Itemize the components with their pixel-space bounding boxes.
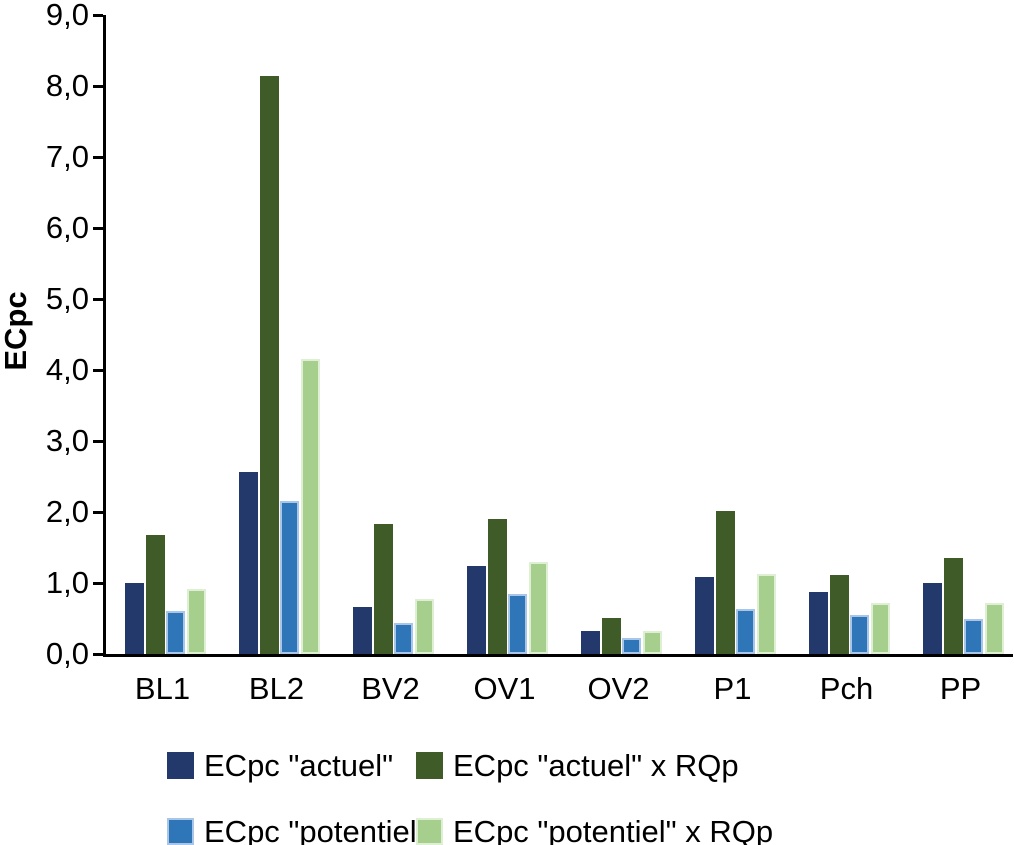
bar (300, 359, 320, 654)
y-axis-tick-label: 2,0 (45, 494, 89, 529)
x-axis-tick-label: BL2 (248, 671, 305, 706)
legend-swatch-icon (167, 818, 194, 845)
y-axis-tick-label: 3,0 (45, 423, 89, 458)
legend-swatch-icon (167, 752, 194, 779)
y-axis-tick-label: 8,0 (45, 68, 89, 103)
bar (923, 583, 942, 654)
y-axis-tick-mark (93, 652, 103, 656)
x-axis-tick-label: PP (939, 671, 982, 706)
y-axis-tick-label: 9,0 (45, 0, 89, 32)
bar-group-bl2 (239, 15, 320, 654)
bar-group-pch (809, 15, 890, 654)
plot-area: 0,0 1,0 2,0 3,0 4,0 5,0 6,0 7,0 8,0 9,0 (46, 0, 1013, 671)
bar-group-bl1 (125, 15, 206, 654)
bar (259, 76, 279, 654)
bar (809, 592, 828, 654)
y-axis-tick-label: 7,0 (45, 139, 89, 174)
y-axis-tick-mark (93, 510, 103, 514)
y-axis-tick-mark (93, 368, 103, 372)
y-axis-tick-label: 0,0 (45, 636, 89, 671)
bar (850, 615, 870, 654)
x-axis-tick-label: OV2 (587, 671, 650, 706)
bar (756, 574, 776, 654)
bar (581, 631, 600, 654)
legend: ECpc "actuel" ECpc "actuel" x RQp ECpc "po… (167, 750, 773, 845)
bar (736, 609, 756, 654)
legend-label: ECpc "actuel" (204, 748, 394, 783)
bar (601, 618, 621, 654)
y-axis-tick-mark (93, 581, 103, 585)
legend-swatch-icon (416, 752, 443, 779)
bar (145, 535, 165, 654)
bar (487, 519, 507, 654)
legend-item: ECpc "potentiel" (167, 816, 428, 845)
bar (467, 566, 486, 654)
bar (394, 623, 414, 654)
bar (984, 603, 1004, 654)
y-axis-tick-mark (93, 439, 103, 443)
bar (695, 577, 714, 654)
x-axis-tick-label: P1 (713, 671, 752, 706)
bar (186, 589, 206, 654)
x-axis-tick-label: BV2 (361, 671, 420, 706)
bar (373, 524, 393, 654)
bar (353, 607, 372, 654)
legend-label: ECpc "actuel" x RQp (453, 748, 739, 783)
y-axis-tick-label: 1,0 (45, 565, 89, 600)
y-axis-tick-label: 4,0 (45, 352, 89, 387)
legend-swatch-icon (416, 818, 443, 845)
legend-label: ECpc "potentiel" (204, 814, 428, 845)
bar-group-p1 (695, 15, 776, 654)
y-axis-tick-mark (93, 297, 103, 301)
legend-label: ECpc "potentiel" x RQp (453, 814, 774, 845)
bar-group-bv2 (353, 15, 434, 654)
x-axis-tick-label: BL1 (134, 671, 191, 706)
y-axis-tick-mark (93, 155, 103, 159)
y-axis-tick-mark (93, 226, 103, 230)
y-axis-tick-label: 6,0 (45, 210, 89, 245)
x-axis-tick-label: OV1 (473, 671, 536, 706)
bar (642, 631, 662, 654)
bar (870, 603, 890, 654)
bar (125, 583, 144, 654)
bar (528, 562, 548, 654)
bar (943, 558, 963, 654)
bar-group-ov2 (581, 15, 662, 654)
bar (829, 575, 849, 654)
bar (715, 511, 735, 654)
bar (508, 594, 528, 654)
bar (622, 638, 642, 654)
y-axis-tick-mark (93, 84, 103, 88)
legend-item: ECpc "potentiel" x RQp (416, 816, 773, 845)
bar-group-pp (923, 15, 1004, 654)
x-axis-tick-label: Pch (819, 671, 874, 706)
bar (166, 611, 186, 654)
legend-item: ECpc "actuel" (167, 750, 416, 781)
y-axis-tick-mark (93, 13, 103, 17)
legend-item: ECpc "actuel" x RQp (416, 750, 773, 781)
bar (280, 501, 300, 654)
bar (964, 619, 984, 654)
bar-group-ov1 (467, 15, 548, 654)
bar (239, 472, 258, 654)
y-axis-tick-label: 5,0 (45, 281, 89, 316)
bar (414, 599, 434, 654)
